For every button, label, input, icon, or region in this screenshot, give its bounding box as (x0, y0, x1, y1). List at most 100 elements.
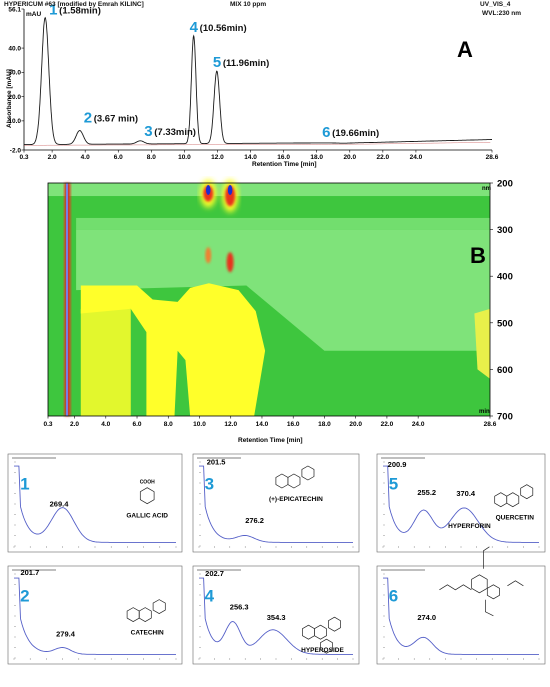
contour-map (47, 179, 491, 417)
streak-peak1-white (66, 183, 68, 416)
x-tick-label: 22.0 (381, 421, 394, 428)
molecule-rings (275, 465, 315, 489)
y-unit-label-b: nm (482, 186, 491, 192)
contour-light-green-region (76, 229, 491, 351)
x-tick-label: 10.0 (178, 154, 191, 161)
contour-top-band (48, 183, 490, 197)
spectrum-plot-2: 3 201.5 276.2 (+)-EPICATECHIN (192, 453, 360, 553)
x-axis-label-b: Retention Time [min] (238, 437, 303, 444)
molecule-rings (302, 616, 341, 640)
spectrum-peak-label: 279.4 (56, 630, 76, 639)
compound-name: (+)-EPICATECHIN (269, 496, 323, 503)
spectrum-frame (376, 565, 546, 665)
chromatogram-svg: 0.3 2.0 4.0 6.0 8.0 10.0 12.0 14.0 16.0 18.0 20.0 2… (6, 2, 499, 168)
spectrum-number: 1 (20, 474, 29, 493)
y-tick-label: 30.0 (8, 70, 21, 77)
molecule-chains (439, 546, 524, 617)
spectrum-peak-label: 201.7 (20, 568, 39, 577)
hotspot-peak5-core (225, 185, 236, 207)
x-tick-label: 22.0 (377, 154, 390, 161)
spectrum-plot-1: 1 269.4 GALLIC ACID COOH (7, 453, 183, 553)
spectrum-peak-label: 370.4 (456, 489, 476, 498)
spectrum-curve (199, 577, 353, 655)
spectrum-peak-label: 269.4 (50, 500, 70, 509)
x-tick-label: 16.0 (287, 421, 300, 428)
x-tick-label: 8.0 (147, 154, 156, 161)
x-tick-label: 4.0 (81, 154, 90, 161)
spectrum-peak-label: 256.3 (230, 603, 249, 612)
y-tick-label: 600 (497, 365, 513, 376)
y-tick-label: 700 (497, 412, 513, 423)
contour-svg: 0.3 2.0 4.0 6.0 8.0 10.0 12.0 14.0 16.0 18.0 20.0 2… (43, 179, 512, 445)
x-tick-label: 14.0 (256, 421, 269, 428)
x-unit-label-b: min (479, 409, 490, 415)
reference-trace (24, 142, 491, 146)
x-tick-label: 0.3 (43, 421, 52, 428)
peak-rt-label: (11.96min) (223, 58, 269, 69)
spectrum-frame (7, 453, 183, 553)
hotspot-peak5-band2 (226, 252, 234, 273)
panel-letter-b: B (470, 243, 486, 268)
x-tick-label: 12.0 (224, 421, 237, 428)
y-unit-label: mAU (26, 11, 41, 18)
spectra-panel: 1 269.4 GALLIC ACID COOH 3 201.5 276.2 (+)-EPIC… (0, 450, 550, 682)
compound-name: HYPERFORIN (448, 523, 491, 530)
spectrum-plot-4: 2 201.7 279.4 CATECHIN (7, 565, 183, 665)
chromatogram-panel: HYPERICUM #63 [modified by Emrah KILINC]… (0, 0, 550, 168)
peak-number: 2 (84, 110, 92, 127)
spectrum-peak-label: 200.9 (388, 460, 407, 469)
spectrum-number: 2 (20, 586, 29, 605)
y-tick-label: 300 (497, 225, 513, 236)
molecule-cooh-label: COOH (140, 480, 155, 486)
panel-letter-a: A (457, 37, 473, 62)
x-tick-label: 8.0 (164, 421, 173, 428)
spectrum-plot-6: 6 274.0 HYPERFORIN (376, 523, 546, 665)
contour-panel: 0.3 2.0 4.0 6.0 8.0 10.0 12.0 14.0 16.0 18.0 20.0 2… (0, 176, 550, 446)
spectrum-number: 6 (389, 586, 398, 605)
y-tick-label: 40.0 (8, 45, 21, 52)
spectra-svg: 1 269.4 GALLIC ACID COOH 3 201.5 276.2 (+)-EPIC… (7, 453, 546, 665)
wavelength-header: WVL:230 nm (482, 10, 522, 17)
compound-name: CATECHIN (131, 630, 164, 637)
y-tick-label: 500 (497, 318, 513, 329)
x-tick-label: 16.0 (277, 154, 290, 161)
spectrum-frame (376, 453, 546, 553)
x-tick-label: 4.0 (101, 421, 110, 428)
sample-header: HYPERICUM #63 [modified by Emrah KILINC] (4, 1, 144, 8)
spectrum-peak-label: 354.3 (267, 613, 286, 622)
peak-rt-label: (1.58min) (59, 6, 101, 17)
x-tick-label: 28.6 (484, 421, 497, 428)
hotspot-peak4-band2 (205, 247, 212, 264)
x-tick-label: 24.0 (410, 154, 423, 161)
spectrum-peak-label: 202.7 (205, 569, 224, 578)
spectrum-number: 4 (205, 586, 215, 605)
spectrum-peak-label: 255.2 (417, 488, 436, 497)
spectrum-curve (383, 465, 539, 543)
y-tick-label: 56.1 (8, 6, 21, 13)
peak-number: 1 (49, 2, 57, 19)
x-tick-label: 2.0 (70, 421, 79, 428)
x-tick-label: 20.0 (349, 421, 362, 428)
spectrum-frame (192, 453, 360, 553)
peak-number: 4 (190, 19, 199, 36)
compound-name: GALLIC ACID (126, 513, 168, 520)
hotspot-peak5-max (227, 184, 233, 195)
y-tick-label: 400 (497, 272, 513, 283)
molecule-rings (471, 574, 500, 600)
spectrum-peak-label: 276.2 (245, 516, 264, 525)
contour-right-wedge (474, 308, 490, 379)
contour-ticks: 0.3 2.0 4.0 6.0 8.0 10.0 12.0 14.0 16.0 18.0 20.0 2… (43, 179, 512, 429)
contour-light-band (76, 217, 491, 230)
peak-rt-label: (7.33min) (154, 127, 196, 138)
x-tick-label: 18.0 (310, 154, 323, 161)
chromatogram-axes (23, 9, 492, 151)
x-tick-label: 12.0 (211, 154, 224, 161)
spectrum-curve (383, 577, 539, 655)
x-axis-label-a: Retention Time [min] (252, 161, 317, 168)
y-tick-label: -2.0 (10, 147, 22, 154)
x-tick-label: 24.0 (412, 421, 425, 428)
peak-number: 6 (322, 124, 330, 141)
spectrum-plot-3: 5 200.9 255.2 370.4 QUERCETIN (376, 453, 546, 553)
concentration-header: MIX 10 ppm (230, 1, 267, 8)
spectrum-frame (7, 565, 183, 665)
